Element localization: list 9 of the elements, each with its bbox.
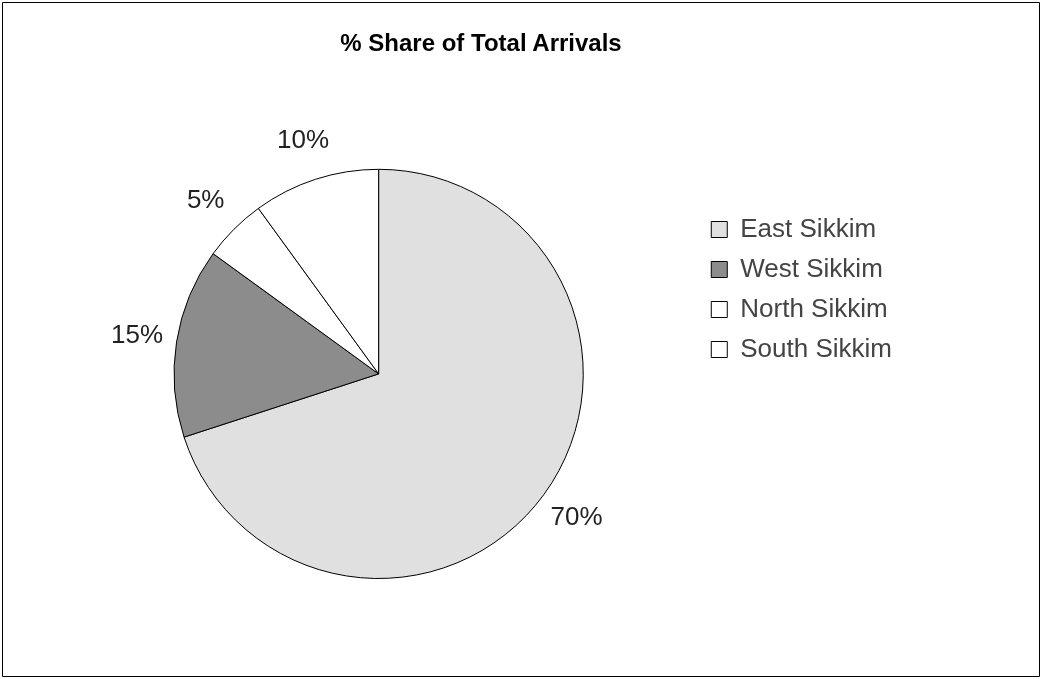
data-label: 5% <box>186 184 225 215</box>
legend-label: North Sikkim <box>740 292 888 323</box>
legend-label: West Sikkim <box>740 252 883 283</box>
legend-label: East Sikkim <box>740 212 877 243</box>
data-label: 15% <box>111 318 164 349</box>
legend-label: South Sikkim <box>740 332 893 363</box>
data-label: 70% <box>550 500 603 531</box>
data-label: 10% <box>277 124 330 155</box>
chart-title: % Share of Total Arrivals <box>340 29 622 57</box>
